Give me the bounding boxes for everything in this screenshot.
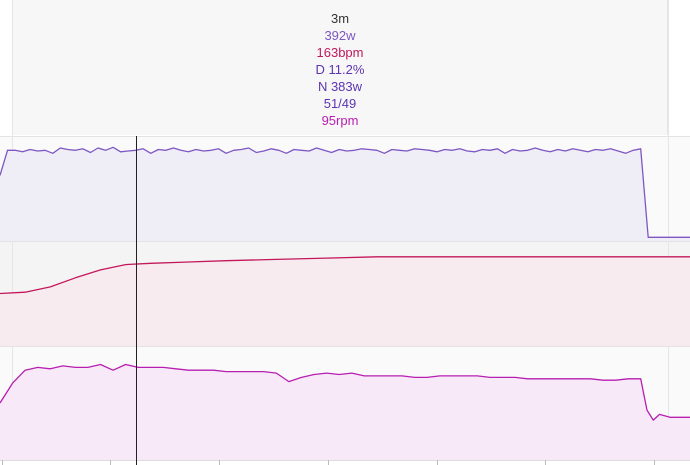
heart-rate-area <box>0 256 690 346</box>
info-panel: 3m 392w 163bpm D 11.2% N 383w 51/49 95rp… <box>12 0 668 135</box>
tooltip: 3m 392w 163bpm D 11.2% N 383w 51/49 95rp… <box>13 10 667 129</box>
time-axis <box>0 460 690 465</box>
power-line <box>0 146 690 238</box>
cadence-line <box>0 363 690 421</box>
tooltip-cadence: 95rpm <box>321 113 359 128</box>
tooltip-balance: 51/49 <box>323 96 357 111</box>
tooltip-time: 3m <box>330 11 350 26</box>
tooltip-drift: D 11.2% <box>315 62 365 77</box>
chart-series <box>0 146 690 460</box>
tooltip-normalized-power: N 383w <box>317 79 363 94</box>
cadence-area <box>0 364 690 460</box>
power-area <box>0 147 690 241</box>
heart-rate-line <box>0 256 690 295</box>
tooltip-power: 392w <box>324 28 356 43</box>
tooltip-heart-rate: 163bpm <box>316 45 364 60</box>
